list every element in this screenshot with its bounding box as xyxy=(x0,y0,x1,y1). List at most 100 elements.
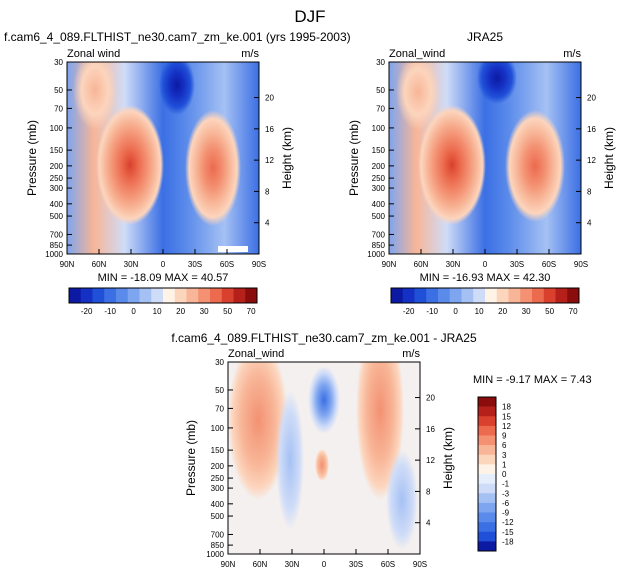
y-tick-label: 500 xyxy=(211,512,225,521)
colorbar-box xyxy=(233,288,246,303)
panel-diff-equatorial-red xyxy=(315,449,329,481)
y-tick-label: 200 xyxy=(50,162,64,171)
panel-model-ylabel-right: Height (km) xyxy=(280,127,294,189)
colorbar-box xyxy=(508,288,521,303)
colorbar-box xyxy=(520,288,533,303)
height-tick-label: 8 xyxy=(426,487,431,496)
height-tick-label: 12 xyxy=(265,156,274,165)
panel-model-south-jet xyxy=(185,110,241,226)
colorbar-box xyxy=(478,522,496,533)
panel-obs-easterly-core xyxy=(477,62,517,104)
colorbar-box xyxy=(485,288,498,303)
colorbar-label: 6 xyxy=(502,441,507,450)
colorbar-box xyxy=(478,483,496,494)
colorbar-box xyxy=(221,288,234,303)
panel-model-north-jet xyxy=(96,105,164,225)
x-tick-label: 60N xyxy=(92,260,107,269)
colorbar-box xyxy=(478,474,496,484)
panel-diff-south-blue xyxy=(386,450,418,550)
height-tick-label: 8 xyxy=(265,187,270,196)
y-tick-label: 150 xyxy=(372,146,386,155)
y-tick-label: 250 xyxy=(50,174,64,183)
colorbar-box xyxy=(391,288,404,303)
panel-model-field xyxy=(67,62,259,254)
colorbar-box xyxy=(402,288,415,303)
x-tick-label: 0 xyxy=(322,560,327,569)
colorbar-box xyxy=(555,288,568,303)
colorbar-box xyxy=(478,435,496,446)
y-tick-label: 100 xyxy=(50,124,64,133)
colorbar-box xyxy=(478,406,496,417)
x-tick-label: 0 xyxy=(483,260,488,269)
colorbar-label: 20 xyxy=(176,307,185,316)
y-tick-label: 50 xyxy=(215,386,224,395)
x-tick-label: 60S xyxy=(542,260,556,269)
figure-title: DJF xyxy=(294,7,325,26)
x-tick-label: 60S xyxy=(220,260,234,269)
colorbar-label: -18 xyxy=(502,537,514,546)
colorbar-box xyxy=(69,288,82,303)
height-tick-label: 4 xyxy=(587,219,592,228)
colorbar-box xyxy=(478,541,496,552)
colorbar-box xyxy=(478,531,496,542)
colorbar-box xyxy=(478,464,496,475)
colorbar-box xyxy=(104,288,117,303)
y-tick-label: 30 xyxy=(215,358,224,367)
colorbar-label: 0 xyxy=(131,307,136,316)
x-tick-label: 90N xyxy=(221,560,236,569)
x-tick-label: 60N xyxy=(414,260,429,269)
colorbar-label: 30 xyxy=(200,307,209,316)
y-tick-label: 400 xyxy=(372,200,386,209)
colorbar-box xyxy=(473,288,486,303)
height-tick-label: 12 xyxy=(426,456,435,465)
y-tick-label: 850 xyxy=(372,241,386,250)
colorbar-box xyxy=(478,397,496,407)
height-tick-label: 4 xyxy=(426,519,431,528)
panel-model-easterly-core xyxy=(159,62,195,115)
panel-obs-ylabel-right: Height (km) xyxy=(602,127,616,189)
y-tick-label: 30 xyxy=(54,58,63,67)
colorbar-box xyxy=(478,454,496,465)
panel-obs-strat-westerly xyxy=(396,62,440,130)
y-tick-label: 1000 xyxy=(206,550,224,559)
colorbar-box xyxy=(496,288,509,303)
y-tick-label: 400 xyxy=(211,500,225,509)
height-tick-label: 16 xyxy=(587,125,596,134)
height-tick-label: 20 xyxy=(587,94,596,103)
x-tick-label: 90N xyxy=(382,260,397,269)
x-tick-label: 30S xyxy=(510,260,524,269)
panel-diff-ylabel-right: Height (km) xyxy=(441,427,455,489)
colorbar-box xyxy=(151,288,164,303)
colorbar-box xyxy=(116,288,129,303)
colorbar-box xyxy=(449,288,462,303)
y-tick-label: 70 xyxy=(54,104,63,113)
x-tick-label: 30N xyxy=(285,560,300,569)
panel-model-strat-westerly xyxy=(73,62,117,130)
colorbar-box xyxy=(461,288,474,303)
panel-diff-stats: MIN = -9.17 MAX = 7.43 xyxy=(473,374,592,386)
y-tick-label: 150 xyxy=(211,446,225,455)
colorbar-box xyxy=(245,288,258,303)
y-tick-label: 850 xyxy=(211,541,225,550)
panel-obs: JRA25 Zonal_wind m/s Pressure (mb) Heigh… xyxy=(347,30,616,316)
colorbar-label: -9 xyxy=(502,509,510,518)
colorbar-label: 50 xyxy=(545,307,554,316)
y-tick-label: 1000 xyxy=(45,250,63,259)
height-tick-label: 20 xyxy=(426,394,435,403)
panel-obs-title: JRA25 xyxy=(467,30,503,44)
y-tick-label: 100 xyxy=(372,124,386,133)
colorbar-box xyxy=(80,288,93,303)
colorbar-label: -15 xyxy=(502,528,514,537)
colorbar-label: -6 xyxy=(502,499,510,508)
panel-obs-south-jet xyxy=(505,110,565,222)
height-tick-label: 12 xyxy=(587,156,596,165)
panel-diff-ylabel: Pressure (mb) xyxy=(184,420,198,496)
panel-diff-equatorial-blue xyxy=(308,366,340,434)
colorbar-box xyxy=(478,445,496,456)
x-tick-label: 60S xyxy=(381,560,395,569)
panel-diff-subtropic-blue xyxy=(276,390,304,530)
y-tick-label: 70 xyxy=(215,404,224,413)
panel-obs-left-label: Zonal_wind xyxy=(389,48,445,60)
colorbar-label: -1 xyxy=(502,480,510,489)
y-tick-label: 150 xyxy=(50,146,64,155)
